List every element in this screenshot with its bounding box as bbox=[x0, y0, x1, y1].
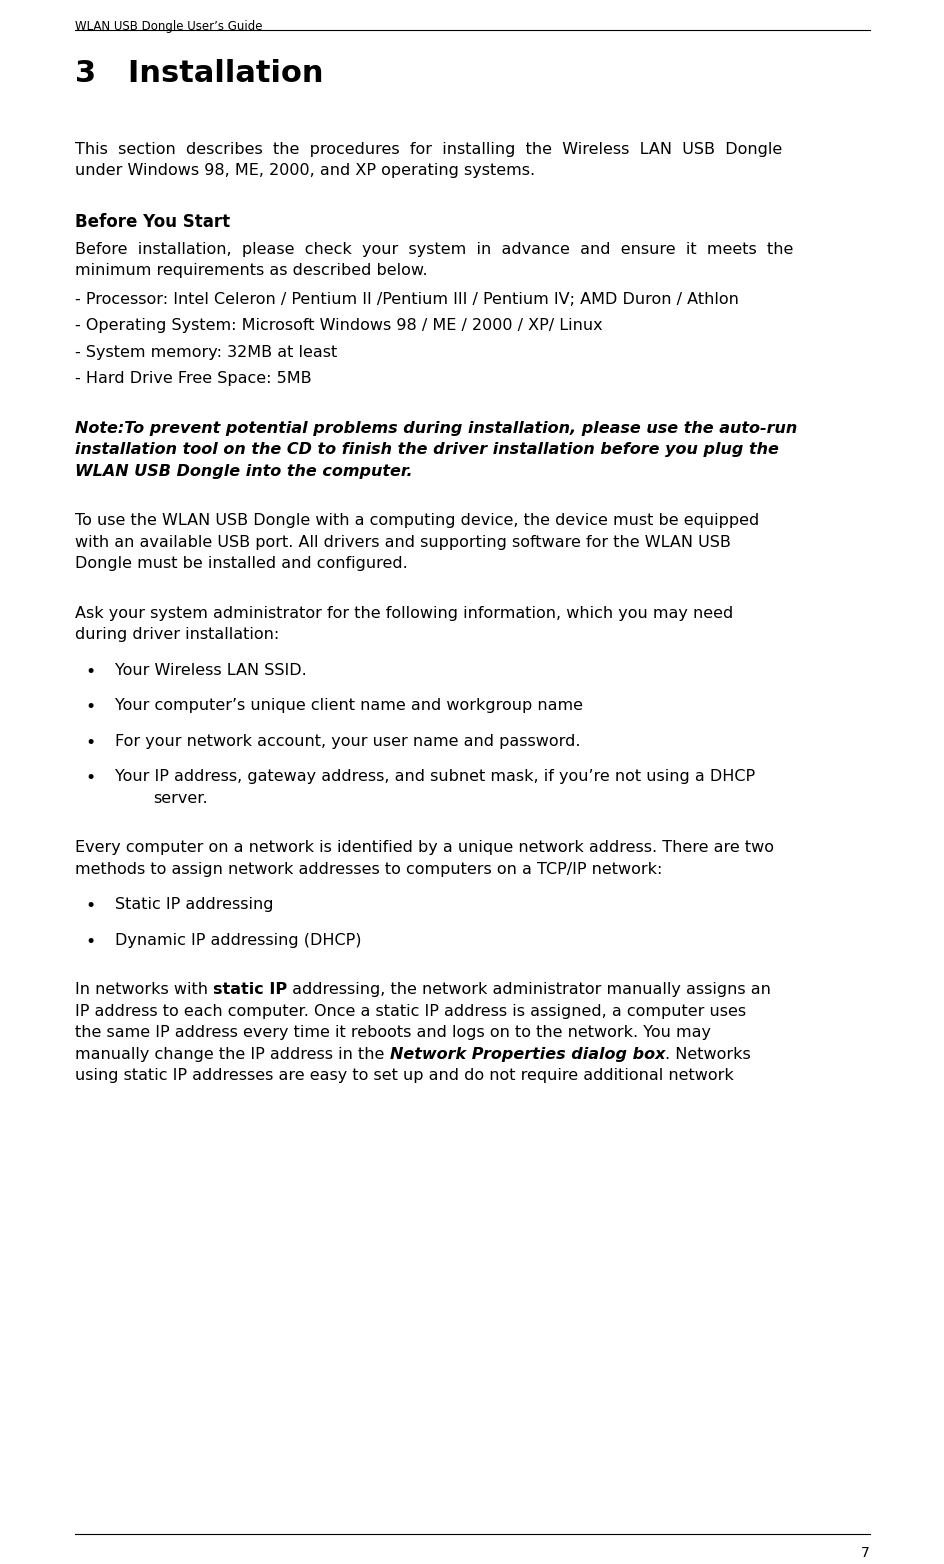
Text: 7: 7 bbox=[860, 1545, 869, 1559]
Text: •: • bbox=[85, 898, 95, 915]
Text: static IP: static IP bbox=[213, 982, 287, 998]
Text: - System memory: 32MB at least: - System memory: 32MB at least bbox=[75, 344, 337, 360]
Text: under Windows 98, ME, 2000, and XP operating systems.: under Windows 98, ME, 2000, and XP opera… bbox=[75, 163, 534, 178]
Text: •: • bbox=[85, 699, 95, 716]
Text: 3   Installation: 3 Installation bbox=[75, 59, 323, 88]
Text: using static IP addresses are easy to set up and do not require additional netwo: using static IP addresses are easy to se… bbox=[75, 1068, 733, 1084]
Text: - Processor: Intel Celeron / Pentium II /Pentium III / Pentium IV; AMD Duron / A: - Processor: Intel Celeron / Pentium II … bbox=[75, 292, 738, 307]
Text: addressing, the network administrator manually assigns an: addressing, the network administrator ma… bbox=[287, 982, 770, 998]
Text: Static IP addressing: Static IP addressing bbox=[115, 898, 273, 912]
Text: the same IP address every time it reboots and logs on to the network. You may: the same IP address every time it reboot… bbox=[75, 1026, 710, 1040]
Text: installation tool on the CD to finish the driver installation before you plug th: installation tool on the CD to finish th… bbox=[75, 443, 778, 457]
Text: Dynamic IP addressing (DHCP): Dynamic IP addressing (DHCP) bbox=[115, 932, 362, 948]
Text: minimum requirements as described below.: minimum requirements as described below. bbox=[75, 263, 428, 278]
Text: Ask your system administrator for the following information, which you may need: Ask your system administrator for the fo… bbox=[75, 605, 733, 621]
Text: Your computer’s unique client name and workgroup name: Your computer’s unique client name and w… bbox=[115, 699, 582, 713]
Text: methods to assign network addresses to computers on a TCP/IP network:: methods to assign network addresses to c… bbox=[75, 862, 662, 877]
Text: •: • bbox=[85, 663, 95, 680]
Text: manually change the IP address in the: manually change the IP address in the bbox=[75, 1046, 389, 1062]
Text: during driver installation:: during driver installation: bbox=[75, 627, 279, 643]
Text: with an available USB port. All drivers and supporting software for the WLAN USB: with an available USB port. All drivers … bbox=[75, 535, 730, 551]
Text: •: • bbox=[85, 932, 95, 951]
Text: WLAN USB Dongle into the computer.: WLAN USB Dongle into the computer. bbox=[75, 465, 413, 479]
Text: Your Wireless LAN SSID.: Your Wireless LAN SSID. bbox=[115, 663, 307, 677]
Text: Before  installation,  please  check  your  system  in  advance  and  ensure  it: Before installation, please check your s… bbox=[75, 242, 793, 256]
Text: IP address to each computer. Once a static IP address is assigned, a computer us: IP address to each computer. Once a stat… bbox=[75, 1004, 746, 1018]
Text: Before You Start: Before You Start bbox=[75, 213, 230, 231]
Text: Your IP address, gateway address, and subnet mask, if you’re not using a DHCP: Your IP address, gateway address, and su… bbox=[115, 769, 754, 784]
Text: Note:To prevent potential problems during installation, please use the auto-run: Note:To prevent potential problems durin… bbox=[75, 421, 797, 436]
Text: Network Properties dialog box: Network Properties dialog box bbox=[389, 1046, 665, 1062]
Text: Every computer on a network is identified by a unique network address. There are: Every computer on a network is identifie… bbox=[75, 840, 773, 856]
Text: •: • bbox=[85, 734, 95, 752]
Text: server.: server. bbox=[153, 791, 208, 805]
Text: - Hard Drive Free Space: 5MB: - Hard Drive Free Space: 5MB bbox=[75, 371, 312, 386]
Text: •: • bbox=[85, 769, 95, 787]
Text: To use the WLAN USB Dongle with a computing device, the device must be equipped: To use the WLAN USB Dongle with a comput… bbox=[75, 513, 758, 529]
Text: WLAN USB Dongle User’s Guide: WLAN USB Dongle User’s Guide bbox=[75, 20, 262, 33]
Text: This  section  describes  the  procedures  for  installing  the  Wireless  LAN  : This section describes the procedures fo… bbox=[75, 142, 782, 156]
Text: - Operating System: Microsoft Windows 98 / ME / 2000 / XP/ Linux: - Operating System: Microsoft Windows 98… bbox=[75, 319, 602, 333]
Text: Dongle must be installed and configured.: Dongle must be installed and configured. bbox=[75, 557, 407, 571]
Text: In networks with: In networks with bbox=[75, 982, 213, 998]
Text: . Networks: . Networks bbox=[665, 1046, 750, 1062]
Text: For your network account, your user name and password.: For your network account, your user name… bbox=[115, 734, 580, 749]
